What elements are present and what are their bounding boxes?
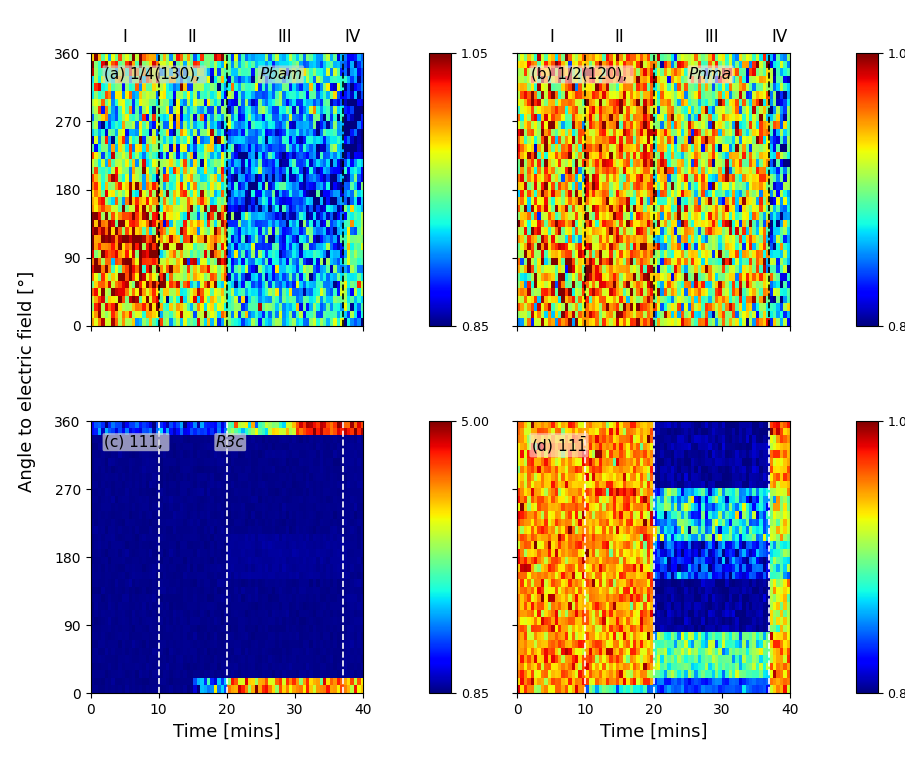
X-axis label: Time [mins]: Time [mins] [173, 722, 281, 741]
Text: I: I [122, 27, 127, 46]
Text: III: III [277, 27, 292, 46]
Text: IV: IV [771, 27, 787, 46]
Text: (c) 111,: (c) 111, [104, 434, 167, 450]
Text: (b) 1/2(120),: (b) 1/2(120), [531, 67, 632, 82]
Text: R3c: R3c [216, 434, 244, 450]
Text: II: II [188, 27, 197, 46]
Text: Pnma: Pnma [689, 67, 732, 82]
Text: I: I [549, 27, 554, 46]
Text: (d) 11$\bar{1}$: (d) 11$\bar{1}$ [531, 434, 587, 456]
Text: III: III [704, 27, 719, 46]
Text: Angle to electric field [°]: Angle to electric field [°] [18, 271, 36, 491]
Text: II: II [614, 27, 624, 46]
Text: IV: IV [345, 27, 361, 46]
Text: (a) 1/4(130),: (a) 1/4(130), [104, 67, 205, 82]
Text: Pbam: Pbam [260, 67, 302, 82]
X-axis label: Time [mins]: Time [mins] [600, 722, 708, 741]
